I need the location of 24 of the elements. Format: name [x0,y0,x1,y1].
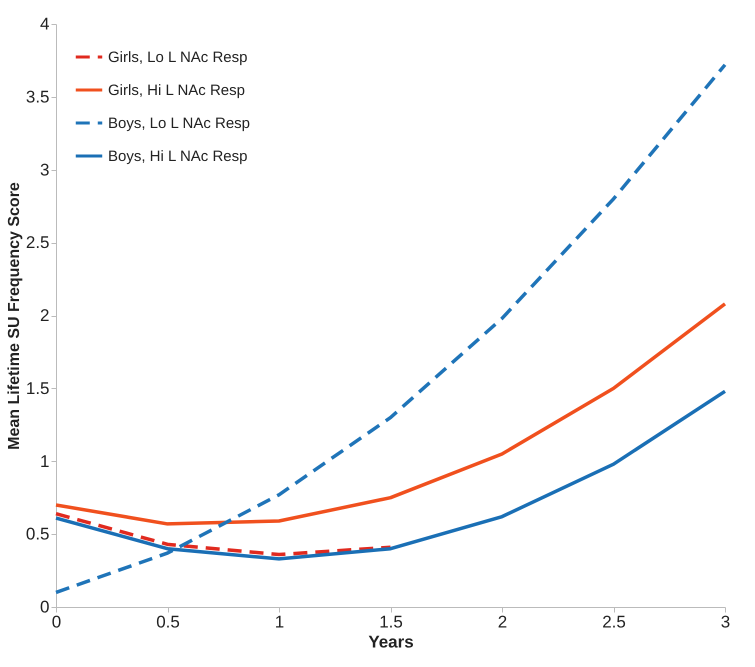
y-tick-label: 1.5 [26,378,50,398]
y-tick-label: 3 [40,160,50,180]
line-series [54,302,727,526]
y-tick-label: 3.5 [26,87,50,106]
x-axis-title: Years [368,632,414,652]
y-tick-label: 0.5 [26,524,50,544]
y-tick-label: 4 [40,14,50,34]
x-tick-label: 0.5 [156,612,180,632]
y-tick-label: 1 [40,452,50,471]
legend-label: Boys, Lo L NAc Resp [108,115,250,132]
x-tick-label: 0 [52,612,62,632]
x-tick-label: 1 [274,612,284,632]
x-tick-label: 3 [720,612,730,632]
legend-label: Boys, Hi L NAc Resp [108,148,248,165]
y-tick-label: 2.5 [26,233,50,252]
x-tick-label: 1.5 [379,612,403,632]
legend-label: Girls, Lo L NAc Resp [108,49,248,66]
line-series [54,512,392,556]
x-tick-label: 2 [498,612,508,632]
y-tick-label: 0 [40,598,50,616]
legend-label: Girls, Hi L NAc Resp [108,82,245,99]
y-axis-title: Mean Lifetime SU Frequency Score [6,182,23,450]
y-tick-label: 2 [40,306,50,325]
x-tick-label: 2.5 [602,612,626,632]
